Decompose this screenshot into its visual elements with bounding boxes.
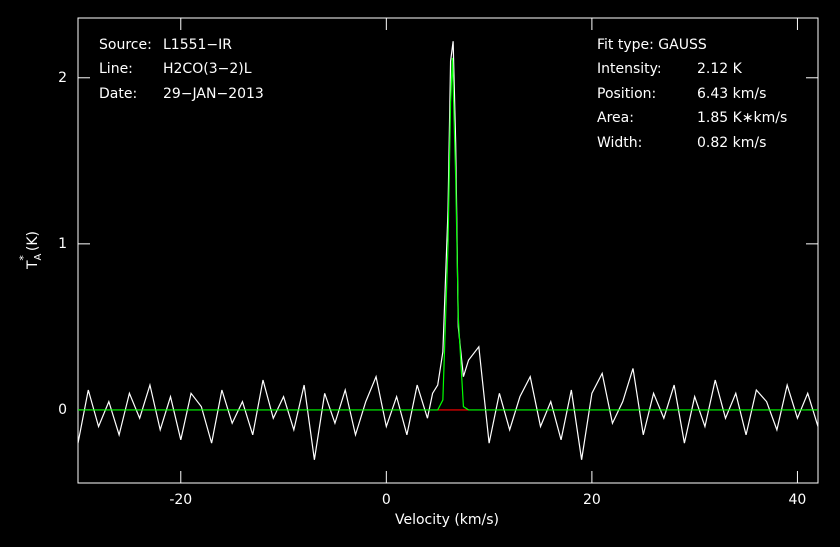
plot-frame [77,17,819,484]
x-tick-label: -20 [169,492,192,508]
x-axis-label: Velocity (km/s) [395,512,499,528]
series-line [78,57,818,411]
y-label-unit: (K) [25,231,41,251]
y-label-sub: A [33,253,44,260]
fit-label: Position: [597,86,656,102]
x-tick-label: 20 [583,492,601,508]
fit-label: Width: [597,135,642,151]
y-label-main: T [25,260,41,270]
series-line [77,41,819,460]
fit-value: 1.85 K∗km/s [697,110,787,126]
x-tick-label: 0 [382,492,391,508]
info-value: L1551−IR [163,37,232,53]
y-tick-label: 2 [58,70,67,86]
fit-label: Area: [597,110,634,126]
info-value: H2CO(3−2)L [163,61,252,77]
y-tick-label: 0 [58,402,67,418]
fit-value: 0.82 km/s [697,135,766,151]
fit-value: 6.43 km/s [697,86,766,102]
info-label: Source: [99,37,152,53]
y-label-sup: * [17,255,30,261]
fit-label: Intensity: [597,61,662,77]
fit-value: 2.12 K [697,61,743,77]
x-tick-label: 40 [789,492,807,508]
info-label: Date: [99,86,137,102]
y-tick-label: 1 [58,236,67,252]
info-label: Line: [99,61,133,77]
fit-type: Fit type: GAUSS [597,37,707,53]
y-axis-label: TA* (K) [17,231,44,270]
info-value: 29−JAN−2013 [163,86,264,102]
